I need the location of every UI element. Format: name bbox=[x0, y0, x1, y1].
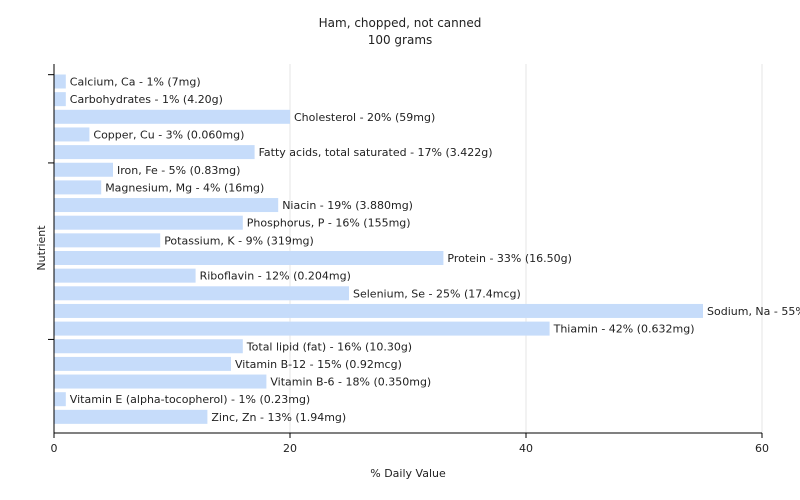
x-tick-label-3: 60 bbox=[755, 442, 769, 455]
bar-19 bbox=[54, 409, 208, 424]
y-axis-label: Nutrient bbox=[35, 225, 48, 271]
bar-label-3: Copper, Cu - 3% (0.060mg) bbox=[93, 128, 244, 141]
bar-label-13: Sodium, Na - 55% (1330mg) bbox=[707, 305, 800, 318]
bar-8 bbox=[54, 215, 243, 230]
x-axis-label: % Daily Value bbox=[370, 467, 446, 480]
bar-label-9: Potassium, K - 9% (319mg) bbox=[164, 234, 314, 247]
x-tick-label-2: 40 bbox=[519, 442, 533, 455]
bar-18 bbox=[54, 392, 66, 407]
bar-label-2: Cholesterol - 20% (59mg) bbox=[294, 111, 435, 124]
bar-14 bbox=[54, 321, 550, 336]
bar-11 bbox=[54, 268, 196, 283]
bar-17 bbox=[54, 374, 267, 389]
bar-label-14: Thiamin - 42% (0.632mg) bbox=[553, 323, 695, 336]
bar-label-11: Riboflavin - 12% (0.204mg) bbox=[200, 270, 351, 283]
bar-label-19: Zinc, Zn - 13% (1.94mg) bbox=[211, 411, 346, 424]
bar-13 bbox=[54, 303, 703, 318]
bar-label-17: Vitamin B-6 - 18% (0.350mg) bbox=[270, 376, 431, 389]
bar-label-5: Iron, Fe - 5% (0.83mg) bbox=[117, 164, 240, 177]
bar-label-4: Fatty acids, total saturated - 17% (3.42… bbox=[259, 146, 493, 159]
bar-2 bbox=[54, 109, 290, 124]
bar-label-1: Carbohydrates - 1% (4.20g) bbox=[70, 93, 223, 106]
bar-10 bbox=[54, 251, 444, 265]
bar-label-0: Calcium, Ca - 1% (7mg) bbox=[70, 76, 201, 89]
bar-3 bbox=[54, 127, 90, 142]
chart-subtitle: 100 grams bbox=[367, 33, 433, 47]
bar-label-8: Phosphorus, P - 16% (155mg) bbox=[247, 217, 411, 230]
bar-layer: Calcium, Ca - 1% (7mg) Carbohydrates - 1%… bbox=[54, 74, 800, 424]
bar-label-12: Selenium, Se - 25% (17.4mcg) bbox=[353, 287, 521, 300]
grid-layer bbox=[289, 64, 763, 433]
bar-7 bbox=[54, 198, 279, 213]
bar-0 bbox=[54, 74, 66, 89]
bar-label-7: Niacin - 19% (3.880mg) bbox=[282, 199, 413, 212]
bar-6 bbox=[54, 180, 102, 195]
bar-9 bbox=[54, 233, 161, 248]
axis-layer: 0 20 40 60 bbox=[48, 64, 769, 455]
bar-12 bbox=[54, 286, 349, 301]
x-tick-label-1: 20 bbox=[283, 442, 297, 455]
bar-5 bbox=[54, 162, 113, 177]
bar-label-6: Magnesium, Mg - 4% (16mg) bbox=[105, 181, 264, 194]
x-tick-label-0: 0 bbox=[51, 442, 58, 455]
bar-4 bbox=[54, 145, 255, 160]
bar-label-10: Protein - 33% (16.50g) bbox=[447, 252, 572, 265]
chart-title: Ham, chopped, not canned bbox=[318, 16, 482, 30]
bar-15 bbox=[54, 339, 243, 354]
bar-label-18: Vitamin E (alpha-tocopherol) - 1% (0.23m… bbox=[70, 393, 310, 406]
bar-16 bbox=[54, 356, 231, 371]
bar-label-15: Total lipid (fat) - 16% (10.30g) bbox=[246, 340, 412, 353]
bar-1 bbox=[54, 92, 66, 107]
bar-label-16: Vitamin B-12 - 15% (0.92mcg) bbox=[235, 358, 402, 371]
